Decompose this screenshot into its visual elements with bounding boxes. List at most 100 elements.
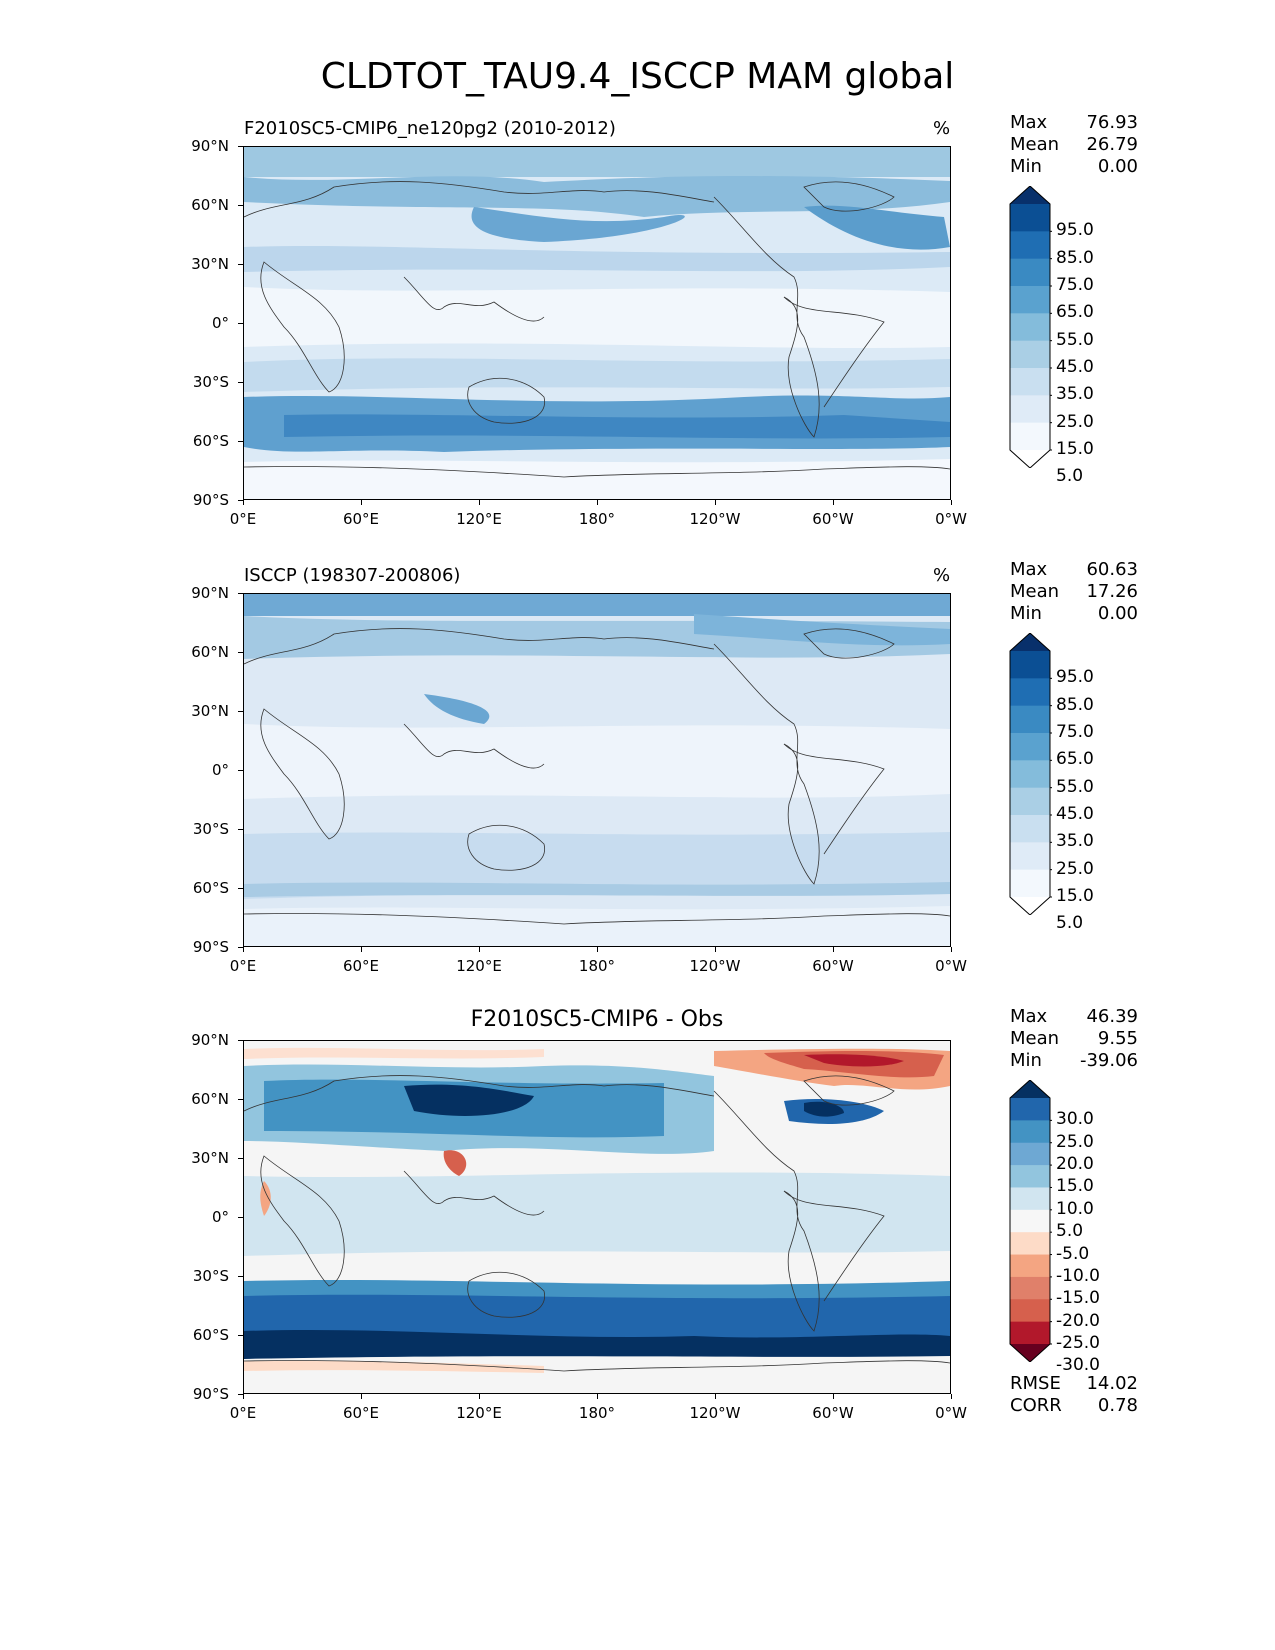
colorbar-label: 35.0 xyxy=(1056,384,1094,405)
colorbar-label: 5.0 xyxy=(1056,913,1084,934)
x-tick-mark xyxy=(597,1394,599,1399)
colorbar-band xyxy=(1010,1254,1050,1278)
colorbar-extend-bottom xyxy=(1010,450,1050,468)
p3-xlabel-0e: 0°E xyxy=(229,1404,257,1422)
y-tick-mark xyxy=(238,770,243,772)
stat-max-value: 76.93 xyxy=(1086,112,1138,133)
stat-corr-label: CORR xyxy=(1010,1395,1062,1416)
colorbar-label: 25.0 xyxy=(1056,858,1094,879)
y-tick-mark xyxy=(238,205,243,207)
colorbar-label: 85.0 xyxy=(1056,247,1094,268)
stat-max-label: Max xyxy=(1010,559,1048,580)
p1-ylabel-60n: 60°N xyxy=(191,196,229,214)
y-tick-mark xyxy=(238,1394,243,1396)
y-tick-mark xyxy=(238,829,243,831)
colorbar-label: 85.0 xyxy=(1056,694,1094,715)
colorbar-label: -20.0 xyxy=(1056,1310,1100,1331)
stat-max-value: 60.63 xyxy=(1086,559,1138,580)
x-tick-mark xyxy=(479,1394,481,1399)
panel-2-stats: Max 60.63 Mean 17.26 Min 0.00 xyxy=(1010,559,1138,625)
p1-xlabel-120w: 120°W xyxy=(689,510,741,528)
p2-ylabel-30n: 30°N xyxy=(191,702,229,720)
p1-ylabel-90n: 90°N xyxy=(191,137,229,155)
y-tick-mark xyxy=(238,652,243,654)
panel-1-colorbar xyxy=(1009,186,1052,468)
colorbar-band xyxy=(1010,286,1050,314)
figure-title: CLDTOT_TAU9.4_ISCCP MAM global xyxy=(320,56,955,97)
p3-xlabel-180: 180° xyxy=(578,1404,616,1422)
y-tick-mark xyxy=(238,1217,243,1219)
colorbar-band xyxy=(1010,313,1050,342)
colorbar-label: 35.0 xyxy=(1056,831,1094,852)
stat-min-value: -39.06 xyxy=(1079,1050,1138,1071)
stat-min-value: 0.00 xyxy=(1097,603,1138,624)
colorbar-band xyxy=(1010,869,1050,898)
colorbar-label: -10.0 xyxy=(1056,1265,1100,1286)
stat-mean-label: Mean xyxy=(1010,1028,1060,1049)
colorbar-label: 55.0 xyxy=(1056,776,1094,797)
p3-ylabel-30n: 30°N xyxy=(191,1149,229,1167)
panel-2-colorbar xyxy=(1009,633,1052,915)
y-tick-mark xyxy=(238,1158,243,1160)
x-tick-mark xyxy=(833,1394,835,1399)
colorbar-label: 25.0 xyxy=(1056,1131,1094,1152)
p2-xlabel-0e: 0°E xyxy=(229,957,257,975)
panel-3-colorbar xyxy=(1009,1080,1052,1362)
p1-ylabel-90s: 90°S xyxy=(192,491,229,509)
colorbar-label: -15.0 xyxy=(1056,1288,1100,1309)
p2-ylabel-90n: 90°N xyxy=(191,584,229,602)
colorbar-label: 75.0 xyxy=(1056,722,1094,742)
x-tick-mark xyxy=(243,947,245,952)
colorbar-extend-top xyxy=(1010,633,1050,651)
stat-min-label: Min xyxy=(1010,603,1042,624)
colorbar-band xyxy=(1010,258,1050,287)
colorbar-band xyxy=(1010,1232,1050,1256)
p3-xlabel-60e: 60°E xyxy=(342,1404,380,1422)
y-tick-mark xyxy=(238,888,243,890)
colorbar-band xyxy=(1010,1142,1050,1166)
stat-mean-label: Mean xyxy=(1010,134,1060,155)
colorbar-extend-bottom xyxy=(1010,1344,1050,1362)
colorbar-label: 15.0 xyxy=(1056,439,1094,459)
y-tick-mark xyxy=(238,1040,243,1042)
colorbar-label: 25.0 xyxy=(1056,411,1094,432)
colorbar-band xyxy=(1010,705,1050,734)
y-tick-mark xyxy=(238,711,243,713)
panel-1-unit: % xyxy=(933,118,951,139)
x-tick-mark xyxy=(361,1394,363,1399)
x-tick-mark xyxy=(361,500,363,505)
colorbar-band xyxy=(1010,1209,1050,1233)
colorbar-label: 30.0 xyxy=(1056,1109,1094,1130)
p2-ylabel-90s: 90°S xyxy=(192,938,229,956)
colorbar-band xyxy=(1010,1276,1050,1300)
colorbar-band xyxy=(1010,1187,1050,1211)
stat-mean-value: 9.55 xyxy=(1097,1028,1138,1049)
stat-min-value: 0.00 xyxy=(1097,156,1138,177)
panel-3-extra-stats: RMSE 14.02 CORR 0.78 xyxy=(1010,1373,1138,1417)
colorbar-label: 20.0 xyxy=(1056,1154,1094,1175)
colorbar-label: -5.0 xyxy=(1056,1243,1090,1264)
stat-mean-value: 17.26 xyxy=(1086,581,1138,602)
p1-xlabel-60e: 60°E xyxy=(342,510,380,528)
y-tick-mark xyxy=(238,947,243,949)
p1-xlabel-120e: 120°E xyxy=(456,510,502,528)
stat-rmse-label: RMSE xyxy=(1010,1373,1061,1394)
stat-max-label: Max xyxy=(1010,1006,1048,1027)
colorbar-label: 5.0 xyxy=(1056,466,1084,487)
y-tick-mark xyxy=(238,323,243,325)
colorbar-band xyxy=(1010,395,1050,424)
colorbar-label: 75.0 xyxy=(1056,275,1094,295)
colorbar-label: -30.0 xyxy=(1056,1355,1100,1376)
p1-ylabel-60s: 60°S xyxy=(192,432,229,450)
x-tick-mark xyxy=(951,947,953,952)
p2-xlabel-60e: 60°E xyxy=(342,957,380,975)
x-tick-mark xyxy=(479,947,481,952)
x-tick-mark xyxy=(715,947,717,952)
p2-ylabel-60n: 60°N xyxy=(191,643,229,661)
p3-ylabel-0: 0° xyxy=(211,1208,229,1226)
colorbar-band xyxy=(1010,204,1050,232)
x-tick-mark xyxy=(479,500,481,505)
p1-xlabel-180: 180° xyxy=(578,510,616,528)
stat-rmse-value: 14.02 xyxy=(1086,1373,1138,1394)
colorbar-band xyxy=(1010,368,1050,396)
